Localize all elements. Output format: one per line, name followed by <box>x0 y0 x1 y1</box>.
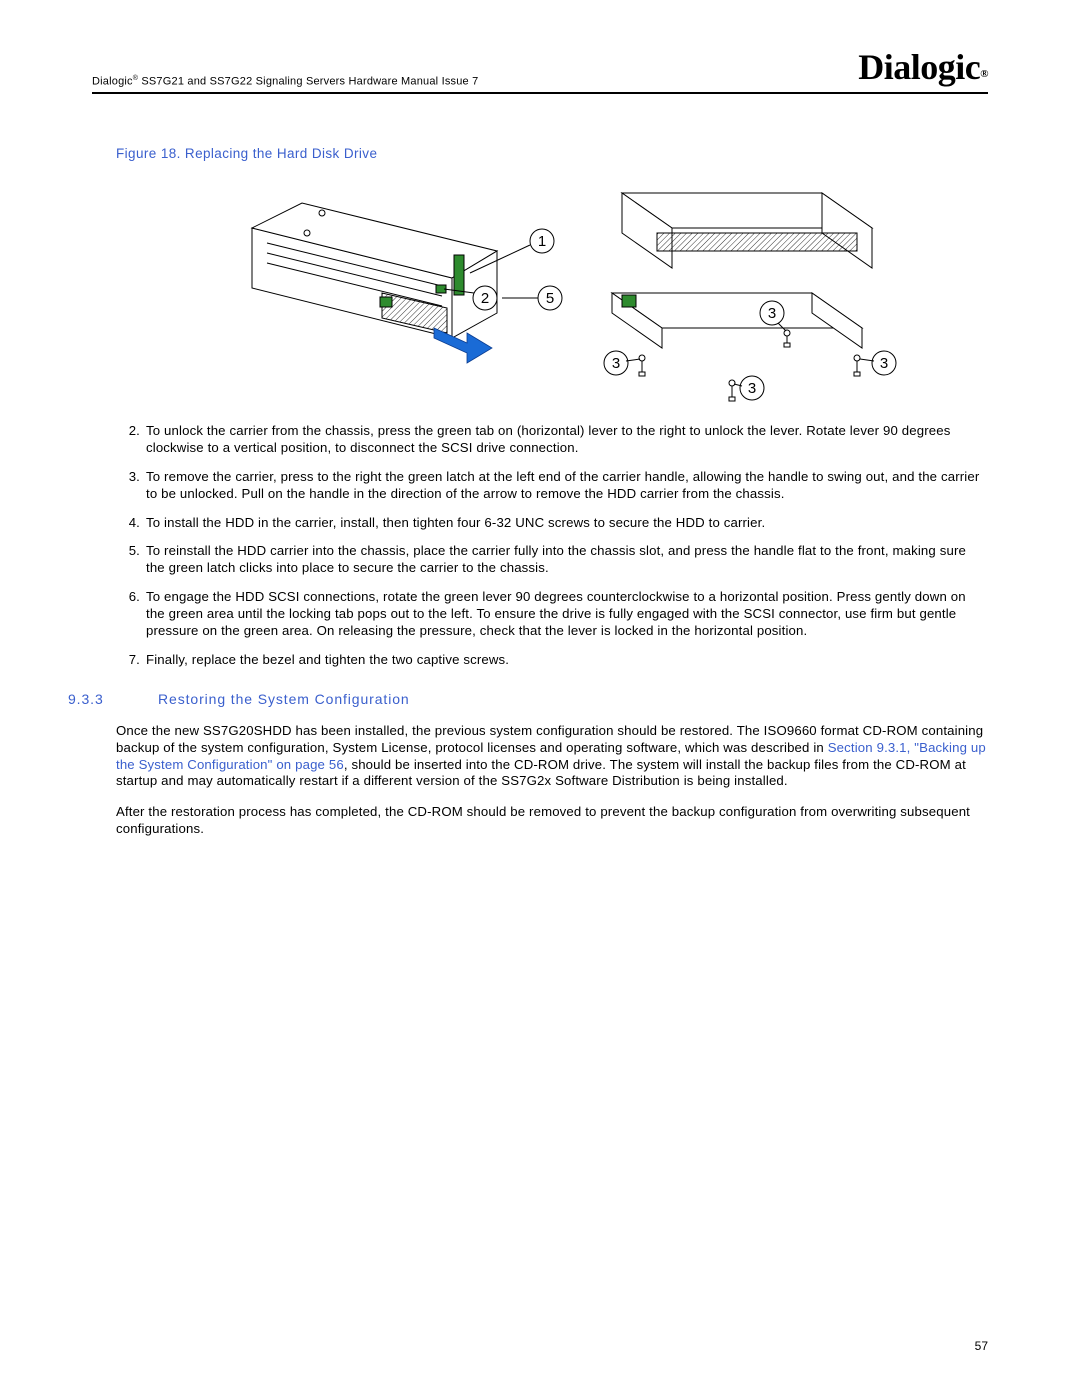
step-num: 2. <box>116 423 146 457</box>
logo-reg: ® <box>980 68 988 80</box>
callout-3d: 3 <box>880 355 888 372</box>
step-text: To install the HDD in the carrier, insta… <box>146 515 988 532</box>
brand-logo: Dialogic® <box>858 46 988 88</box>
steps-list: 2. To unlock the carrier from the chassi… <box>116 423 988 669</box>
step-text: To unlock the carrier from the chassis, … <box>146 423 988 457</box>
callout-3b: 3 <box>612 355 620 372</box>
header: Dialogic® SS7G21 and SS7G22 Signaling Se… <box>92 50 988 88</box>
content: Figure 18. Replacing the Hard Disk Drive <box>92 94 988 838</box>
step-text: To reinstall the HDD carrier into the ch… <box>146 543 988 577</box>
header-rest: SS7G21 and SS7G22 Signaling Servers Hard… <box>138 76 478 88</box>
section-title: Restoring the System Configuration <box>158 691 410 707</box>
page-number: 57 <box>975 1339 988 1353</box>
section-heading: 9.3.3 Restoring the System Configuration <box>116 691 988 707</box>
callout-2: 2 <box>481 290 489 307</box>
step-text: Finally, replace the bezel and tighten t… <box>146 652 988 669</box>
hdd-diagram-svg: 1 2 5 <box>192 173 912 403</box>
callout-3c: 3 <box>748 380 756 397</box>
logo-text: Dialogic <box>858 47 980 87</box>
step-num: 7. <box>116 652 146 669</box>
step-6: 6. To engage the HDD SCSI connections, r… <box>116 589 988 640</box>
header-product: Dialogic <box>92 76 133 88</box>
paragraph-2: After the restoration process has comple… <box>116 804 988 838</box>
page: Dialogic® SS7G21 and SS7G22 Signaling Se… <box>0 0 1080 1397</box>
step-num: 3. <box>116 469 146 503</box>
step-text: To remove the carrier, press to the righ… <box>146 469 988 503</box>
step-num: 4. <box>116 515 146 532</box>
callout-5: 5 <box>546 290 554 307</box>
figure-diagram: 1 2 5 <box>192 173 912 403</box>
step-3: 3. To remove the carrier, press to the r… <box>116 469 988 503</box>
step-4: 4. To install the HDD in the carrier, in… <box>116 515 988 532</box>
step-num: 6. <box>116 589 146 640</box>
header-text: Dialogic® SS7G21 and SS7G22 Signaling Se… <box>92 75 478 88</box>
callout-1: 1 <box>538 233 546 250</box>
section-number: 9.3.3 <box>62 691 158 707</box>
step-7: 7. Finally, replace the bezel and tighte… <box>116 652 988 669</box>
callout-3a: 3 <box>768 305 776 322</box>
step-5: 5. To reinstall the HDD carrier into the… <box>116 543 988 577</box>
step-text: To engage the HDD SCSI connections, rota… <box>146 589 988 640</box>
paragraph-1: Once the new SS7G20SHDD has been install… <box>116 723 988 791</box>
figure-caption: Figure 18. Replacing the Hard Disk Drive <box>116 146 988 161</box>
step-num: 5. <box>116 543 146 577</box>
step-2: 2. To unlock the carrier from the chassi… <box>116 423 988 457</box>
